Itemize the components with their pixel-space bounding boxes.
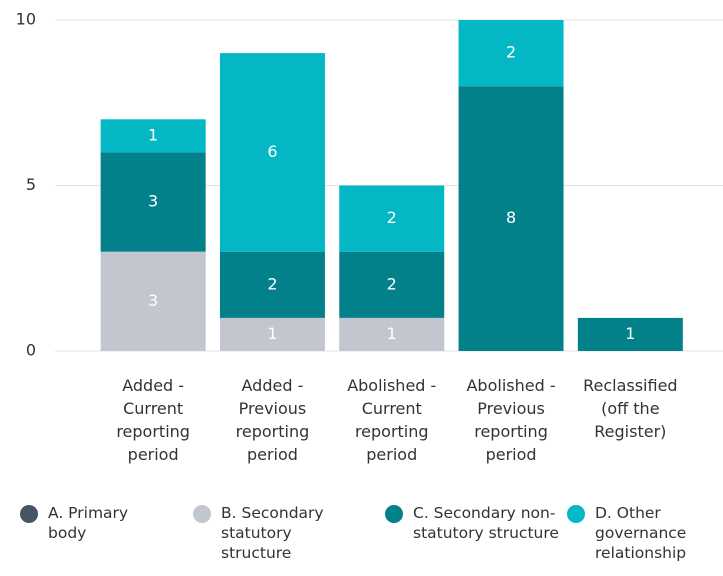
bar-segment [100,119,206,153]
data-label: 2 [387,274,397,293]
bar-segment [219,53,325,252]
bar-segment [339,251,445,318]
bar-segment [339,185,445,252]
bar-segment [458,86,564,351]
data-label: 3 [148,291,158,310]
legend-marker [20,505,38,523]
data-label: 2 [387,208,397,227]
bar-segment [219,251,325,318]
x-tick-label: Added - Previous reporting period [235,376,310,464]
legend-marker [567,505,585,523]
legend-label: C. Secondary non-statutory structure [413,504,559,542]
bar-segment [219,317,325,351]
data-label: 6 [267,142,277,161]
data-label: 1 [625,324,635,343]
bar-segment [339,317,445,351]
x-tick-label: Abolished - Current reporting period [347,376,437,464]
y-tick-label: 10 [16,10,36,29]
data-label: 1 [148,125,158,144]
data-label: 8 [506,208,516,227]
bar-segment [100,152,206,252]
data-label: 1 [267,324,277,343]
y-tick-label: 0 [26,341,36,360]
legend-label: A. Primary body [48,504,129,542]
data-label: 3 [148,192,158,211]
legend-label: B. Secondary statutory structure [221,504,324,562]
x-tick-label: Abolished - Previous reporting period [466,376,556,464]
bar-segment [577,317,683,351]
y-tick-label: 5 [26,175,36,194]
x-tick-label: Added - Current reporting period [116,376,190,464]
legend-marker [193,505,211,523]
x-tick-label: Reclassified (off the Register) [583,376,678,441]
bar-segment [458,20,564,87]
legend-marker [385,505,403,523]
legend-label: D. Other governance relationship [595,504,687,562]
data-label: 2 [267,274,277,293]
bar-segment [100,251,206,351]
data-label: 1 [387,324,397,343]
data-label: 2 [506,43,516,62]
